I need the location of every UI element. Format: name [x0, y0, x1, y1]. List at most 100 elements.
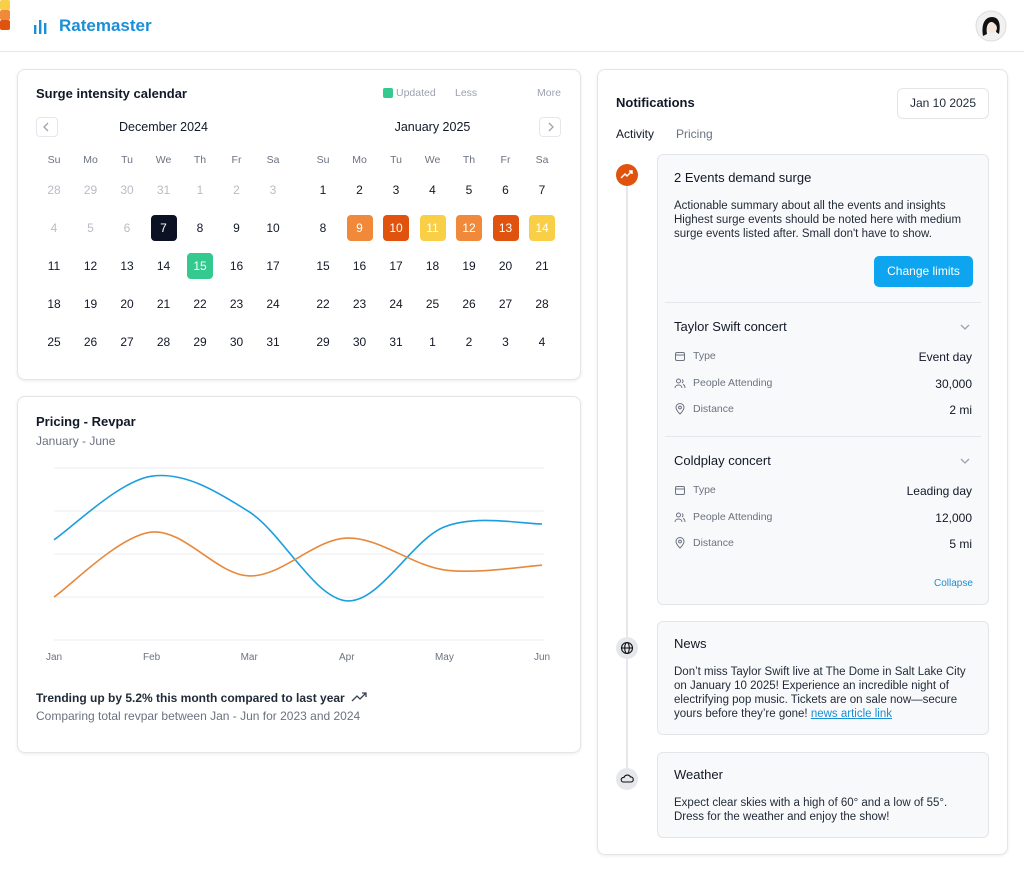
calendar-day[interactable]: 20 [120, 297, 134, 311]
calendar-day[interactable]: 21 [535, 259, 549, 273]
weekday: Tu [121, 154, 133, 166]
field-icon [674, 512, 686, 522]
weekday: Su [47, 154, 61, 166]
calendar-day[interactable]: 4 [50, 221, 58, 235]
collapse-link[interactable]: Collapse [934, 578, 973, 589]
weather-text: Expect clear skies with a high of 60° an… [674, 797, 948, 823]
calendar-day[interactable]: 3 [502, 335, 509, 349]
calendar-day[interactable]: 2 [233, 183, 240, 197]
calendar-day[interactable]: 19 [83, 297, 98, 311]
calendar-day[interactable]: 10 [383, 215, 409, 241]
calendar-day[interactable]: 25 [47, 335, 61, 349]
calendar-day[interactable]: 26 [462, 297, 476, 311]
calendar-day[interactable]: 25 [425, 297, 440, 311]
calendar-day[interactable]: 30 [229, 335, 244, 349]
calendar-day[interactable]: 23 [229, 297, 244, 311]
pricing-subtitle: January - June [36, 434, 116, 448]
calendar-day[interactable]: 15 [316, 259, 330, 273]
calendar-day[interactable]: 2 [465, 335, 473, 349]
calendar-day[interactable]: 13 [492, 215, 519, 241]
calendar-day[interactable]: 22 [193, 297, 207, 311]
calendar-day[interactable]: 28 [47, 183, 61, 197]
calendar-day[interactable]: 18 [425, 259, 440, 273]
calendar-day[interactable]: 14 [529, 215, 555, 241]
separator [665, 436, 981, 437]
calendar-day[interactable]: 9 [346, 215, 373, 241]
calendar-day[interactable]: 20 [498, 259, 513, 273]
calendar-day[interactable]: 19 [462, 259, 476, 273]
news-link[interactable]: news article link [810, 708, 892, 720]
calendar-day[interactable]: 3 [269, 183, 277, 197]
line-series [53, 531, 543, 598]
calendar-day[interactable]: 12 [456, 215, 482, 241]
calendar-day[interactable]: 8 [196, 221, 204, 235]
calendar-day[interactable]: 4 [429, 183, 436, 197]
calendar-day[interactable]: 31 [156, 183, 171, 197]
calendar-day[interactable]: 9 [233, 221, 240, 235]
weather-title: Weather [674, 767, 723, 782]
x-tick-label: Jun [534, 652, 550, 663]
expand-toggle[interactable] [958, 454, 972, 468]
tab-active[interactable]: Activity [616, 127, 655, 141]
calendar-day[interactable]: 12 [83, 259, 98, 273]
calendar-day[interactable]: 31 [266, 335, 280, 349]
calendar-day[interactable]: 21 [156, 297, 171, 311]
field-label: Type [693, 350, 716, 362]
calendar-day[interactable]: 1 [319, 183, 327, 197]
expand-toggle[interactable] [958, 320, 972, 334]
event-name: Coldplay concert [674, 453, 771, 468]
avatar[interactable] [975, 10, 1007, 42]
calendar-day[interactable]: 7 [150, 215, 177, 241]
calendar-day[interactable]: 18 [47, 297, 61, 311]
calendar-day[interactable]: 22 [316, 297, 330, 311]
calendar-day[interactable]: 29 [193, 335, 207, 349]
tab[interactable]: Pricing [676, 127, 713, 141]
calendar-day[interactable]: 1 [429, 335, 436, 349]
calendar-day[interactable]: 31 [389, 335, 403, 349]
calendar-day[interactable]: 17 [266, 259, 280, 273]
calendar-day[interactable]: 11 [419, 215, 446, 241]
calendar-day[interactable]: 28 [535, 297, 549, 311]
calendar-day[interactable]: 14 [156, 259, 171, 273]
calendar-day[interactable]: 17 [389, 259, 403, 273]
calendar-day[interactable]: 2 [356, 183, 363, 197]
trend-note: Comparing total revpar between Jan - Jun… [36, 709, 361, 723]
calendar-day[interactable]: 1 [196, 183, 204, 197]
calendar-day[interactable]: 13 [120, 259, 134, 273]
calendar-day[interactable]: 24 [266, 297, 280, 311]
weather-icon [616, 768, 638, 790]
change-limits-button[interactable]: Change limits [874, 256, 973, 287]
calendar-day[interactable]: 10 [266, 221, 280, 235]
calendar-day[interactable]: 6 [123, 221, 131, 235]
field-value: Event day [918, 350, 972, 364]
legend-swatch [0, 10, 10, 20]
calendar-day[interactable]: 29 [83, 183, 98, 197]
calendar-day[interactable]: 27 [498, 297, 513, 311]
next-month-button[interactable] [539, 117, 561, 137]
calendar-day[interactable]: 26 [83, 335, 98, 349]
weekday: Fr [500, 154, 511, 166]
prev-month-button[interactable] [36, 117, 58, 137]
calendar-day[interactable]: 30 [120, 183, 134, 197]
calendar-day[interactable]: 5 [465, 183, 473, 197]
calendar-day[interactable]: 11 [47, 259, 61, 273]
calendar-day[interactable]: 5 [87, 221, 94, 235]
calendar-day[interactable]: 3 [392, 183, 400, 197]
calendar-day[interactable]: 8 [319, 221, 327, 235]
calendar-day[interactable]: 28 [156, 335, 171, 349]
calendar-day[interactable]: 27 [120, 335, 134, 349]
calendar-day[interactable]: 16 [352, 259, 367, 273]
calendar-day[interactable]: 16 [229, 259, 244, 273]
calendar-day[interactable]: 23 [352, 297, 367, 311]
calendar-day[interactable]: 24 [389, 297, 403, 311]
month-title: December 2024 [119, 120, 208, 134]
calendar-day[interactable]: 4 [538, 335, 546, 349]
field-label: Distance [693, 403, 734, 415]
calendar-day[interactable]: 15 [187, 253, 213, 279]
field-label: People Attending [693, 376, 773, 389]
calendar-day[interactable]: 6 [502, 183, 509, 197]
date-picker[interactable]: Jan 10 2025 [897, 88, 989, 119]
calendar-day[interactable]: 29 [316, 335, 330, 349]
calendar-day[interactable]: 30 [352, 335, 367, 349]
calendar-day[interactable]: 7 [538, 183, 546, 197]
